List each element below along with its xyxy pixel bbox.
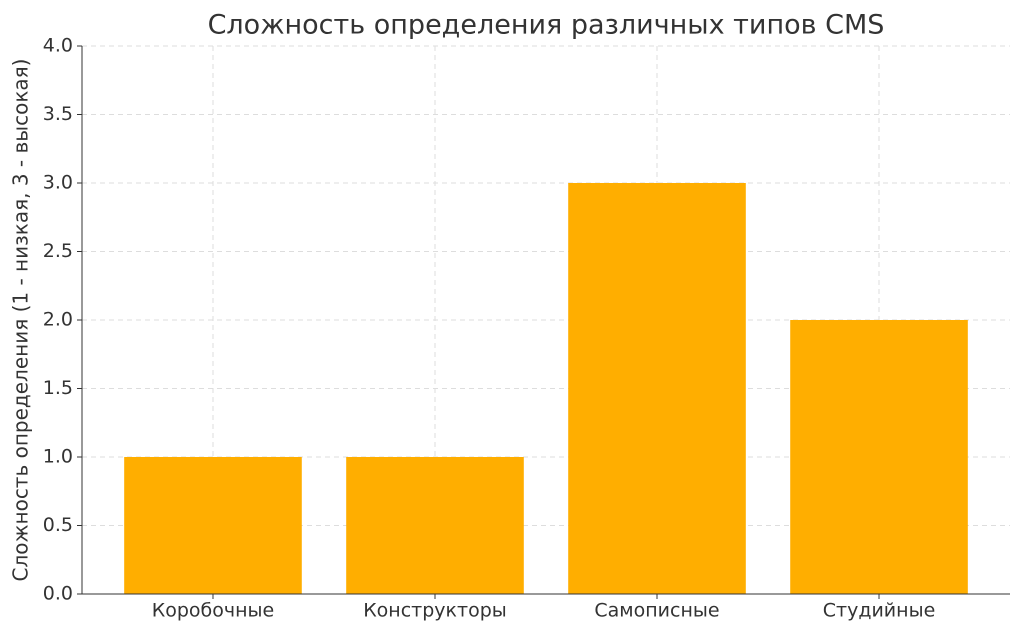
y-tick-label: 1.0: [43, 446, 73, 468]
bar: [790, 320, 968, 594]
y-tick-label: 1.5: [43, 377, 73, 399]
chart-title: Сложность определения различных типов CM…: [208, 10, 885, 41]
bar: [346, 457, 524, 594]
y-axis-label: Сложность определения (1 - низкая, 3 - в…: [9, 59, 33, 582]
x-tick-label: Коробочные: [152, 600, 274, 622]
y-tick-label: 3.5: [43, 103, 73, 125]
y-tick-label: 3.0: [43, 172, 73, 194]
y-tick-label: 2.5: [43, 240, 73, 262]
y-tick-label: 0.5: [43, 514, 73, 536]
x-tick-label: Конструкторы: [363, 600, 507, 622]
y-tick-label: 0.0: [43, 583, 73, 605]
x-tick-label: Студийные: [823, 600, 936, 622]
y-tick-label: 4.0: [43, 35, 73, 57]
y-tick-label: 2.0: [43, 309, 73, 331]
x-tick-label: Самописные: [594, 600, 719, 622]
bar: [124, 457, 302, 594]
bar: [568, 183, 746, 594]
